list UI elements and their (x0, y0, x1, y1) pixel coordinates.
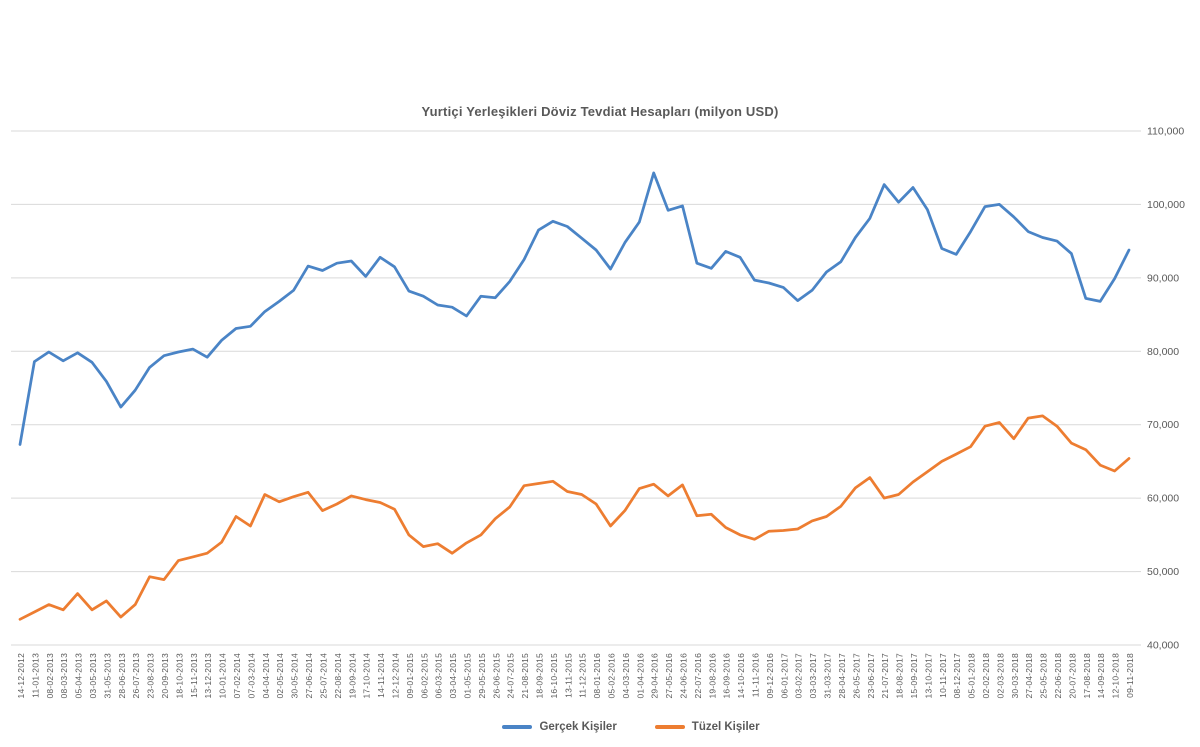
legend-label-gercek-kisiler: Gerçek Kişiler (539, 721, 617, 733)
x-axis-label: 16-10-2015 (549, 653, 559, 699)
y-axis-label: 50,000 (1147, 566, 1179, 578)
x-axis-label: 03-04-2015 (448, 653, 458, 699)
x-axis-label: 14-12-2012 (16, 653, 26, 699)
x-axis-label: 12-12-2014 (390, 653, 400, 699)
x-axis-label: 03-02-2017 (794, 653, 804, 699)
x-axis-label: 28-06-2013 (117, 653, 127, 699)
x-axis-label: 20-07-2018 (1067, 653, 1077, 699)
x-axis-label: 19-09-2014 (347, 653, 357, 699)
legend-label-tuzel-kisiler: Tüzel Kişiler (691, 721, 760, 733)
x-axis-label: 04-04-2014 (261, 653, 271, 699)
legend-item-gercek-kisiler[interactable]: Gerçek Kişiler (502, 721, 617, 733)
x-axis-label: 06-03-2015 (434, 653, 444, 699)
x-axis-label: 11-12-2015 (578, 653, 588, 698)
x-axis-label: 05-01-2018 (967, 653, 977, 699)
x-axis-label: 22-07-2016 (693, 653, 703, 699)
x-axis-label: 08-01-2016 (592, 653, 602, 699)
x-axis-label: 13-11-2015 (563, 653, 573, 698)
x-axis-label: 26-06-2015 (491, 653, 501, 699)
x-axis-label: 22-08-2014 (333, 653, 343, 699)
y-axis-label: 60,000 (1147, 493, 1179, 505)
x-axis-label: 27-06-2014 (304, 653, 314, 699)
x-axis-label: 10-11-2017 (938, 653, 948, 698)
x-axis-label: 09-11-2018 (1125, 653, 1135, 698)
x-axis-label: 17-10-2014 (362, 653, 372, 699)
y-axis-label: 80,000 (1147, 346, 1179, 358)
x-axis-label: 05-04-2013 (74, 653, 84, 699)
x-axis-label: 21-07-2017 (880, 653, 890, 699)
legend-item-tuzel-kisiler[interactable]: Tüzel Kişiler (654, 721, 760, 733)
x-axis-label: 06-02-2015 (419, 653, 429, 699)
y-axis-label: 90,000 (1147, 272, 1179, 284)
legend-swatch-tuzel-kisiler (654, 725, 685, 729)
x-axis-label: 08-12-2017 (952, 653, 962, 699)
x-axis-label: 01-04-2016 (635, 653, 645, 699)
x-axis-label: 08-03-2013 (59, 653, 69, 699)
x-axis-label: 18-08-2017 (895, 653, 905, 699)
x-axis-label: 17-08-2018 (1082, 653, 1092, 699)
chart-legend: Gerçek Kişiler Tüzel Kişiler (31, 721, 1200, 733)
y-axis-label: 110,000 (1147, 126, 1184, 138)
x-axis-label: 23-08-2013 (146, 653, 156, 699)
x-axis-label: 07-03-2014 (246, 653, 256, 699)
x-axis-label: 22-06-2018 (1053, 653, 1063, 699)
x-axis-label: 07-02-2014 (232, 653, 242, 699)
x-axis-label: 16-09-2016 (722, 653, 732, 699)
x-axis-label: 13-12-2013 (203, 653, 213, 699)
x-axis-label: 14-11-2014 (376, 653, 386, 698)
x-axis-label: 20-09-2013 (160, 653, 170, 699)
x-axis-label: 26-05-2017 (851, 653, 861, 699)
x-axis-label: 02-05-2014 (275, 653, 285, 699)
x-axis-label: 04-03-2016 (621, 653, 631, 699)
legend-swatch-gercek-kisiler (502, 725, 533, 729)
x-axis-label: 06-01-2017 (779, 653, 789, 699)
x-axis-label: 18-09-2015 (534, 653, 544, 699)
x-axis-label: 29-05-2015 (477, 653, 487, 699)
x-axis-label: 09-01-2015 (405, 653, 415, 699)
x-axis-label: 23-06-2017 (866, 653, 876, 699)
x-axis-label: 13-10-2017 (923, 653, 933, 699)
x-axis-label: 10-01-2014 (218, 653, 228, 699)
x-axis-label: 24-07-2015 (506, 653, 516, 699)
x-axis-label: 15-09-2017 (909, 653, 919, 699)
x-axis-label: 01-05-2015 (462, 653, 472, 699)
x-axis-label: 09-12-2016 (765, 653, 775, 699)
x-axis-label: 11-11-2016 (751, 653, 761, 697)
x-axis-label: 03-05-2013 (88, 653, 98, 699)
x-axis-label: 18-10-2013 (174, 653, 184, 699)
x-axis-label: 27-04-2018 (1024, 653, 1034, 699)
x-axis-label: 25-07-2014 (318, 653, 328, 699)
x-axis-label: 05-02-2016 (607, 653, 617, 699)
x-axis-label: 28-04-2017 (837, 653, 847, 699)
x-axis-label: 03-03-2017 (808, 653, 818, 699)
x-axis-label: 26-07-2013 (131, 653, 141, 699)
x-axis-label: 31-05-2013 (102, 653, 112, 699)
x-axis-label: 24-06-2016 (679, 653, 689, 699)
x-axis-label: 14-09-2018 (1096, 653, 1106, 699)
x-axis-label: 25-05-2018 (1039, 653, 1049, 699)
y-axis-label: 40,000 (1147, 640, 1179, 652)
x-axis-label: 14-10-2016 (736, 653, 746, 699)
x-axis-label: 19-08-2016 (707, 653, 717, 699)
x-axis-label: 11-01-2013 (30, 653, 40, 698)
x-axis-label: 12-10-2018 (1111, 653, 1121, 699)
x-axis-label: 30-03-2018 (1010, 653, 1020, 699)
x-axis-label: 02-03-2018 (995, 653, 1005, 699)
x-axis-label: 27-05-2016 (664, 653, 674, 699)
x-axis-label: 30-05-2014 (290, 653, 300, 699)
x-axis-label: 15-11-2013 (189, 653, 199, 698)
x-axis-label: 08-02-2013 (45, 653, 55, 699)
x-axis-label: 31-03-2017 (823, 653, 833, 699)
x-axis-label: 29-04-2016 (650, 653, 660, 699)
x-axis-label: 02-02-2018 (981, 653, 991, 699)
x-axis-label: 21-08-2015 (520, 653, 530, 699)
y-axis-label: 100,000 (1147, 199, 1185, 211)
series-line-tuzel-kisiler (18, 414, 1131, 621)
chart-title: Yurtiçi Yerleşikleri Döviz Tevdiat Hesap… (421, 104, 779, 119)
y-axis-label: 70,000 (1147, 419, 1179, 431)
series-line-gercek-kisiler (18, 171, 1131, 446)
